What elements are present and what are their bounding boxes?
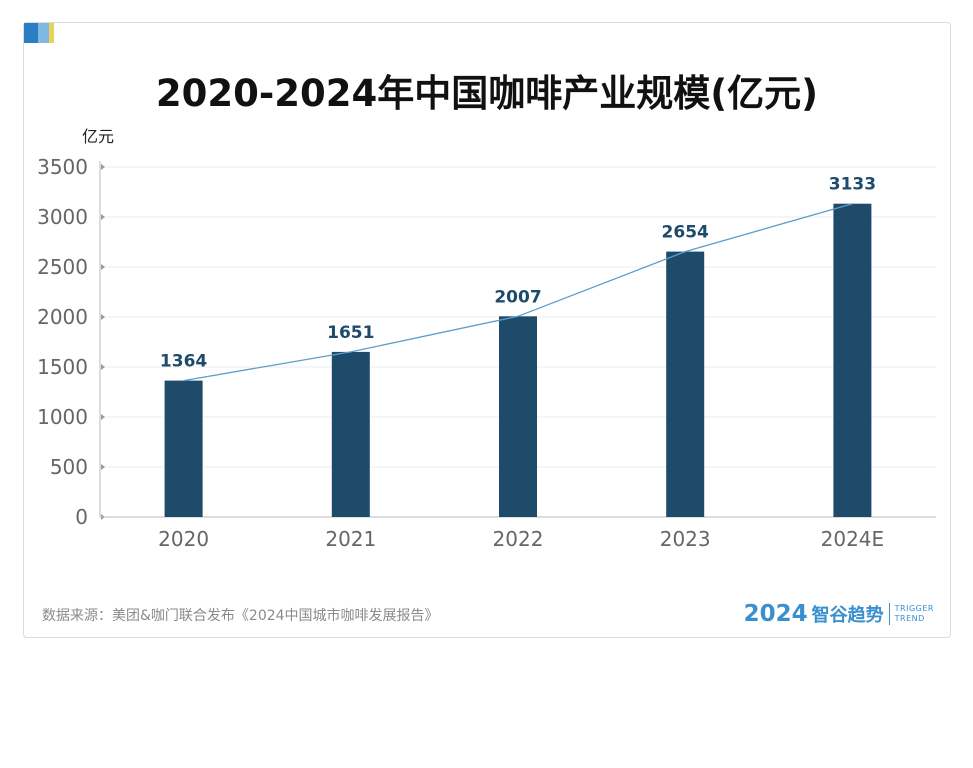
x-tick-label: 2022 bbox=[493, 527, 544, 551]
data-label: 1651 bbox=[327, 323, 374, 343]
bar bbox=[666, 251, 705, 517]
x-tick-label: 2021 bbox=[325, 527, 376, 551]
y-tick-mark bbox=[101, 314, 105, 320]
bar bbox=[499, 316, 537, 517]
data-label: 1364 bbox=[160, 352, 207, 372]
y-tick-mark bbox=[101, 414, 105, 420]
y-tick-mark bbox=[101, 364, 105, 370]
brand-year: 2024 bbox=[743, 601, 808, 627]
y-tick-mark bbox=[101, 164, 105, 170]
y-tick-mark bbox=[101, 264, 105, 270]
x-tick-label: 2020 bbox=[158, 527, 209, 551]
y-tick-label: 0 bbox=[75, 505, 88, 529]
chart-title: 2020-2024年中国咖啡产业规模(亿元) bbox=[155, 72, 819, 115]
y-tick-label: 1500 bbox=[37, 355, 88, 379]
y-tick-label: 3500 bbox=[37, 155, 88, 179]
data-label: 2654 bbox=[662, 223, 709, 243]
x-tick-label: 2024E bbox=[821, 527, 885, 551]
x-tick-label: 2023 bbox=[660, 527, 711, 551]
y-tick-label: 1000 bbox=[37, 405, 88, 429]
y-axis-unit-label: 亿元 bbox=[82, 127, 115, 146]
bar-chart: 0 500 1000 1500 2000 2500 3000 3500 1364 2020 1651… bbox=[37, 155, 936, 551]
data-label: 2007 bbox=[494, 287, 541, 307]
brand-en-line1: TRIGGER bbox=[894, 604, 934, 613]
brand-separator bbox=[888, 603, 890, 625]
y-tick-mark bbox=[101, 464, 105, 470]
brand-logo: 2024 智谷趋势 TRIGGER TREND bbox=[744, 601, 934, 627]
y-tick-mark bbox=[101, 214, 105, 220]
y-tick-label: 2000 bbox=[37, 305, 88, 329]
bar bbox=[833, 203, 872, 517]
chart-card: 2020-2024年中国咖啡产业规模(亿元) 亿元 0 500 1000 1500 20… bbox=[23, 22, 951, 638]
bar bbox=[331, 351, 370, 517]
brand-name: 智谷趋势 bbox=[811, 605, 884, 626]
y-tick-label: 500 bbox=[50, 455, 88, 479]
corner-block-yellow bbox=[49, 23, 54, 43]
y-tick-label: 3000 bbox=[37, 205, 88, 229]
brand-english: TRIGGER TREND bbox=[895, 604, 934, 624]
data-label: 3133 bbox=[829, 175, 876, 195]
y-tick-label: 2500 bbox=[37, 255, 88, 279]
data-source-note: 数据来源：美团&咖门联合发布《2024中国城市咖啡发展报告》 bbox=[42, 608, 439, 624]
bar bbox=[164, 380, 203, 517]
corner-block-light bbox=[38, 23, 49, 43]
trend-line bbox=[183, 203, 853, 382]
brand-en-line2: TREND bbox=[894, 614, 925, 623]
corner-block-dark bbox=[24, 23, 38, 43]
